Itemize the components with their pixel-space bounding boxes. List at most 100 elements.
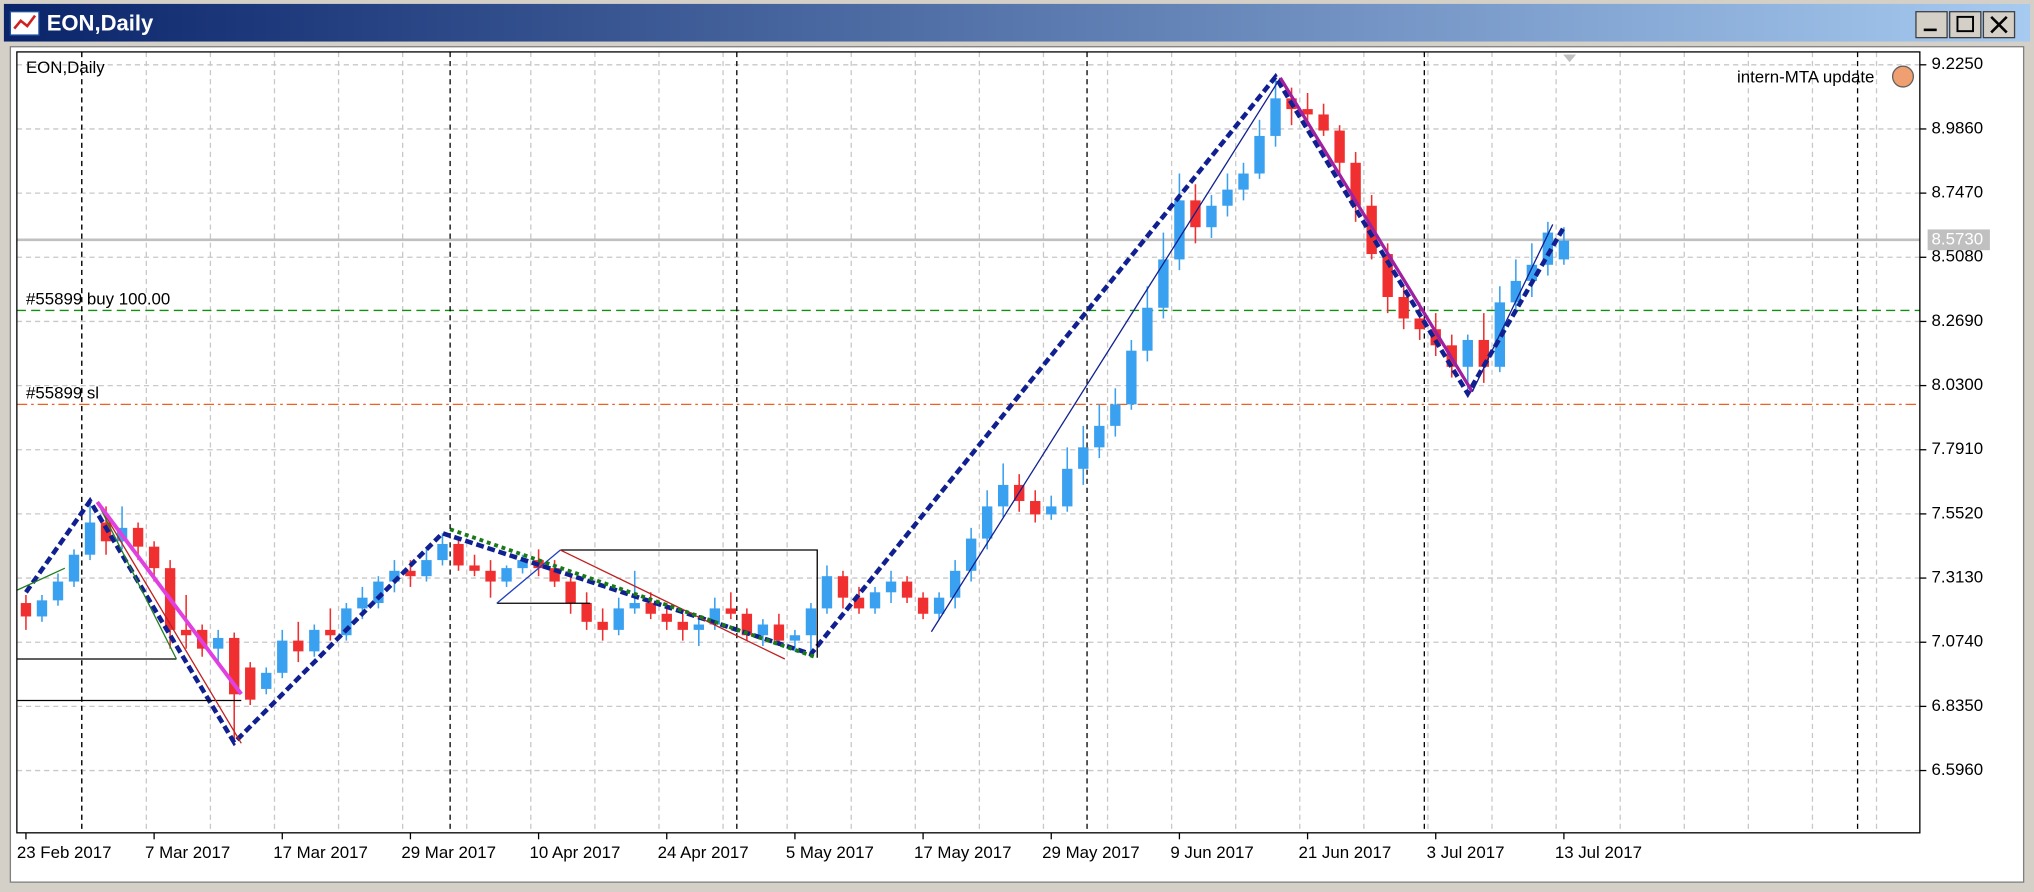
maximize-glyph bbox=[1956, 15, 1975, 33]
candle-body bbox=[148, 546, 160, 569]
expert-icon[interactable] bbox=[1891, 65, 1915, 88]
trend-line bbox=[496, 549, 561, 604]
candle-body bbox=[741, 613, 753, 636]
candle-body bbox=[1238, 173, 1249, 190]
chart-title: EON,Daily bbox=[26, 58, 105, 77]
candle-body bbox=[229, 637, 240, 695]
plot-border bbox=[16, 51, 1921, 834]
candle-body bbox=[132, 527, 144, 547]
period-separators bbox=[81, 51, 1859, 833]
trend-line bbox=[1278, 77, 1474, 393]
candle-body bbox=[1142, 307, 1153, 351]
window-buttons bbox=[1915, 11, 2016, 39]
x-tick-label: 10 Apr 2017 bbox=[530, 843, 621, 862]
x-tick-label: 29 Mar 2017 bbox=[401, 843, 496, 862]
close-button[interactable] bbox=[1982, 11, 2016, 39]
candle-body bbox=[837, 576, 849, 598]
zigzag-line bbox=[24, 72, 1566, 747]
candle-body bbox=[869, 592, 881, 609]
candle-body bbox=[677, 621, 688, 630]
candle-body bbox=[84, 522, 96, 555]
x-tick-label: 9 Jun 2017 bbox=[1170, 843, 1253, 862]
candle-body bbox=[1510, 280, 1522, 303]
candle-body bbox=[325, 629, 336, 636]
candle-body bbox=[1382, 254, 1393, 298]
candle-body bbox=[821, 576, 833, 609]
candle-body bbox=[1478, 339, 1489, 367]
x-tick-label: 17 May 2017 bbox=[914, 843, 1011, 862]
candle-body bbox=[1254, 135, 1265, 174]
candle-body bbox=[597, 621, 608, 630]
candle-body bbox=[981, 506, 993, 539]
bid-label: 8.5730 bbox=[1932, 229, 1984, 248]
candle-body bbox=[917, 597, 929, 614]
maximize-button[interactable] bbox=[1949, 11, 1982, 39]
candle-body bbox=[965, 538, 977, 571]
candle-body bbox=[629, 603, 640, 609]
candle-body bbox=[517, 560, 528, 569]
candle-body bbox=[180, 629, 192, 636]
candle-body bbox=[52, 581, 64, 601]
candle-body bbox=[293, 640, 304, 652]
candle-body bbox=[469, 565, 480, 571]
candle-body bbox=[1046, 506, 1057, 515]
y-tick-label: 7.5520 bbox=[1932, 503, 1984, 522]
y-tick-label: 8.0300 bbox=[1932, 375, 1984, 394]
x-tick-label: 13 Jul 2017 bbox=[1555, 843, 1642, 862]
candle-body bbox=[1158, 259, 1169, 308]
trend-line bbox=[96, 501, 177, 660]
trend-line bbox=[449, 527, 818, 660]
candle-body bbox=[1398, 297, 1409, 319]
grid bbox=[16, 51, 1920, 833]
candle-body bbox=[1462, 339, 1473, 367]
candle-body bbox=[501, 568, 512, 582]
candle-body bbox=[1414, 318, 1425, 330]
candle-body bbox=[1430, 329, 1441, 346]
candle-body bbox=[549, 568, 560, 582]
candle-body bbox=[277, 640, 288, 673]
chart-area bbox=[9, 46, 2025, 883]
candle-body bbox=[581, 603, 592, 622]
candle-body bbox=[645, 603, 656, 614]
candle-body bbox=[1350, 162, 1361, 206]
candle-body bbox=[693, 624, 704, 630]
candle-body bbox=[261, 672, 272, 689]
y-tick-label: 9.2250 bbox=[1932, 54, 1984, 73]
candle-body bbox=[405, 570, 416, 577]
y-tick-label: 7.3130 bbox=[1932, 568, 1984, 587]
shift-marker bbox=[1563, 54, 1577, 63]
y-tick-label: 8.9860 bbox=[1932, 118, 1984, 137]
minimize-button[interactable] bbox=[1915, 11, 1948, 39]
x-tick-label: 29 May 2017 bbox=[1042, 843, 1139, 862]
candle-body bbox=[1030, 501, 1041, 515]
candle-body bbox=[212, 637, 224, 649]
bid-box bbox=[1927, 229, 1990, 251]
candle-body bbox=[805, 608, 817, 636]
trend-line bbox=[96, 501, 242, 744]
candle-body bbox=[245, 667, 256, 700]
candle-body bbox=[1558, 240, 1570, 260]
x-tick-label: 3 Jul 2017 bbox=[1427, 843, 1505, 862]
candle-body bbox=[357, 597, 368, 609]
candle-body bbox=[1078, 447, 1089, 469]
order-label: #55899 buy 100.00 bbox=[26, 290, 170, 309]
trend-line bbox=[930, 77, 1281, 633]
candle-body bbox=[773, 624, 785, 641]
candle-body bbox=[789, 635, 801, 641]
candle-body bbox=[1270, 98, 1281, 136]
candle-body bbox=[885, 581, 897, 593]
title-bar bbox=[3, 3, 2031, 42]
candle-body bbox=[389, 570, 400, 582]
candle-body bbox=[725, 608, 737, 614]
candle-body bbox=[1062, 468, 1073, 507]
candle-body bbox=[1334, 130, 1345, 163]
indicator-overlays bbox=[16, 77, 1554, 744]
candle-body bbox=[1126, 350, 1137, 405]
window-title: EON,Daily bbox=[47, 10, 154, 35]
candle-body bbox=[1206, 205, 1217, 228]
y-tick-label: 6.8350 bbox=[1932, 696, 1984, 715]
candle-body bbox=[341, 608, 352, 636]
box-line bbox=[560, 549, 818, 658]
